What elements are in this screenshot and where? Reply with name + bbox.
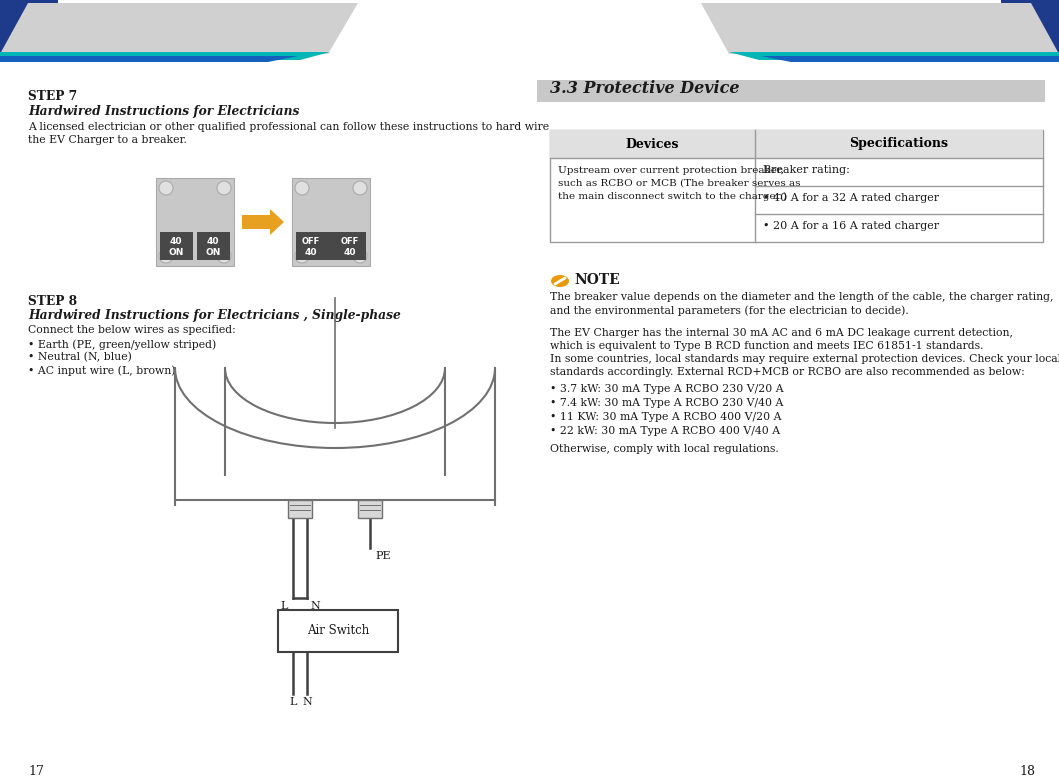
Bar — [197, 232, 230, 260]
Text: • 11 KW: 30 mA Type A RCBO 400 V/20 A: • 11 KW: 30 mA Type A RCBO 400 V/20 A — [550, 412, 782, 422]
Circle shape — [295, 249, 309, 263]
Text: • Neutral (N, blue): • Neutral (N, blue) — [28, 352, 132, 363]
Circle shape — [217, 181, 231, 195]
Ellipse shape — [551, 275, 569, 287]
Text: 3.3 Protective Device: 3.3 Protective Device — [550, 80, 739, 97]
Text: 40: 40 — [169, 237, 182, 246]
Text: OFF: OFF — [302, 237, 320, 246]
Text: which is equivalent to Type B RCD function and meets IEC 61851-1 standards.: which is equivalent to Type B RCD functi… — [550, 341, 984, 351]
Polygon shape — [0, 0, 58, 57]
Polygon shape — [701, 3, 1059, 54]
Bar — [297, 232, 366, 260]
Text: 40: 40 — [305, 248, 318, 257]
Circle shape — [217, 249, 231, 263]
Text: The breaker value depends on the diameter and the length of the cable, the charg: The breaker value depends on the diamete… — [550, 292, 1054, 302]
Text: Breaker rating:: Breaker rating: — [762, 165, 850, 175]
Circle shape — [159, 249, 173, 263]
Text: • Earth (PE, green/yellow striped): • Earth (PE, green/yellow striped) — [28, 339, 216, 349]
Text: L: L — [281, 601, 288, 611]
Bar — [537, 80, 1045, 102]
Text: OFF: OFF — [341, 237, 359, 246]
Text: • 22 kW: 30 mA Type A RCBO 400 V/40 A: • 22 kW: 30 mA Type A RCBO 400 V/40 A — [550, 426, 780, 436]
Text: and the environmental parameters (for the electrician to decide).: and the environmental parameters (for th… — [550, 305, 909, 316]
FancyArrow shape — [243, 209, 284, 235]
Text: Hardwired Instructions for Electricians: Hardwired Instructions for Electricians — [28, 105, 300, 118]
Text: • AC input wire (L, brown): • AC input wire (L, brown) — [28, 365, 176, 375]
Text: • 7.4 kW: 30 mA Type A RCBO 230 V/40 A: • 7.4 kW: 30 mA Type A RCBO 230 V/40 A — [550, 398, 784, 408]
Text: STEP 7: STEP 7 — [28, 90, 77, 103]
Text: N: N — [310, 601, 320, 611]
Text: Otherwise, comply with local regulations.: Otherwise, comply with local regulations… — [550, 444, 778, 454]
Text: Upstream over current protection breaker,: Upstream over current protection breaker… — [558, 166, 784, 175]
Text: Specifications: Specifications — [849, 137, 949, 151]
Polygon shape — [0, 3, 358, 54]
Bar — [156, 178, 234, 266]
Text: the main disconnect switch to the charger.): the main disconnect switch to the charge… — [558, 192, 787, 201]
Text: ON: ON — [168, 248, 183, 257]
Text: 40: 40 — [207, 237, 219, 246]
Circle shape — [353, 181, 367, 195]
Text: Devices: Devices — [626, 137, 679, 151]
Bar — [160, 232, 193, 260]
Text: In some countries, local standards may require external protection devices. Chec: In some countries, local standards may r… — [550, 354, 1059, 364]
Polygon shape — [729, 52, 1059, 60]
Text: • 3.7 kW: 30 mA Type A RCBO 230 V/20 A: • 3.7 kW: 30 mA Type A RCBO 230 V/20 A — [550, 384, 784, 394]
Circle shape — [295, 181, 309, 195]
Text: the EV Charger to a breaker.: the EV Charger to a breaker. — [28, 135, 186, 145]
Text: 40: 40 — [344, 248, 356, 257]
Polygon shape — [0, 52, 330, 60]
Polygon shape — [0, 56, 298, 62]
Text: NOTE: NOTE — [574, 273, 620, 287]
Text: N: N — [302, 697, 311, 707]
Bar — [288, 500, 312, 518]
Text: • 40 A for a 32 A rated charger: • 40 A for a 32 A rated charger — [762, 193, 939, 203]
Bar — [279, 610, 398, 652]
Text: PE: PE — [375, 551, 391, 561]
Text: The EV Charger has the internal 30 mA AC and 6 mA DC leakage current detection,: The EV Charger has the internal 30 mA AC… — [550, 328, 1013, 338]
Bar — [550, 130, 1043, 158]
Bar — [358, 500, 382, 518]
Text: 17: 17 — [28, 765, 43, 778]
Text: STEP 8: STEP 8 — [28, 295, 77, 308]
Polygon shape — [1001, 0, 1059, 57]
Text: Air Switch: Air Switch — [307, 625, 370, 637]
Text: A licensed electrician or other qualified professional can follow these instruct: A licensed electrician or other qualifie… — [28, 122, 550, 132]
Bar — [550, 130, 1043, 242]
Text: ON: ON — [205, 248, 220, 257]
Text: L: L — [289, 697, 297, 707]
Circle shape — [353, 249, 367, 263]
Bar — [292, 178, 370, 266]
Text: such as RCBO or MCB (The breaker serves as: such as RCBO or MCB (The breaker serves … — [558, 179, 801, 188]
Text: standards accordingly. External RCD+MCB or RCBO are also recommended as below:: standards accordingly. External RCD+MCB … — [550, 367, 1025, 377]
Text: Hardwired Instructions for Electricians , Single-phase: Hardwired Instructions for Electricians … — [28, 309, 400, 322]
Text: • 20 A for a 16 A rated charger: • 20 A for a 16 A rated charger — [762, 221, 939, 231]
Circle shape — [159, 181, 173, 195]
Text: Connect the below wires as specified:: Connect the below wires as specified: — [28, 325, 236, 335]
Polygon shape — [761, 56, 1059, 62]
Text: 18: 18 — [1019, 765, 1035, 778]
